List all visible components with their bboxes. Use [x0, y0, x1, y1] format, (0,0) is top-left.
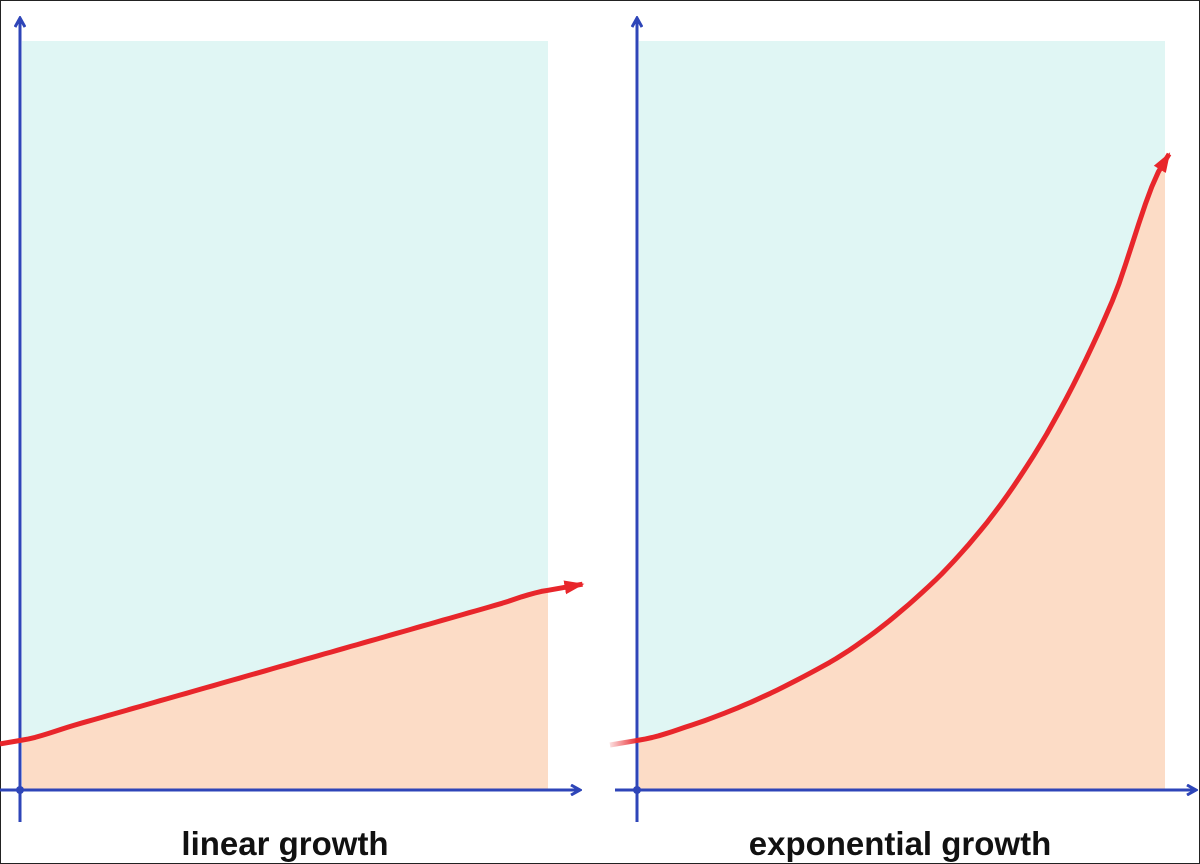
- exponential-growth-panel: exponential growth: [609, 18, 1196, 862]
- area-under-curve: [639, 160, 1165, 791]
- linear-growth-caption: linear growth: [181, 825, 388, 862]
- origin-dot: [16, 786, 24, 794]
- origin-dot: [633, 786, 641, 794]
- linear-growth-line: [0, 580, 585, 747]
- exponential-growth-curve: [609, 152, 1172, 748]
- linear-growth-panel: linear growth: [0, 18, 585, 862]
- exponential-growth-caption: exponential growth: [749, 825, 1052, 862]
- area-under-curve: [22, 590, 548, 790]
